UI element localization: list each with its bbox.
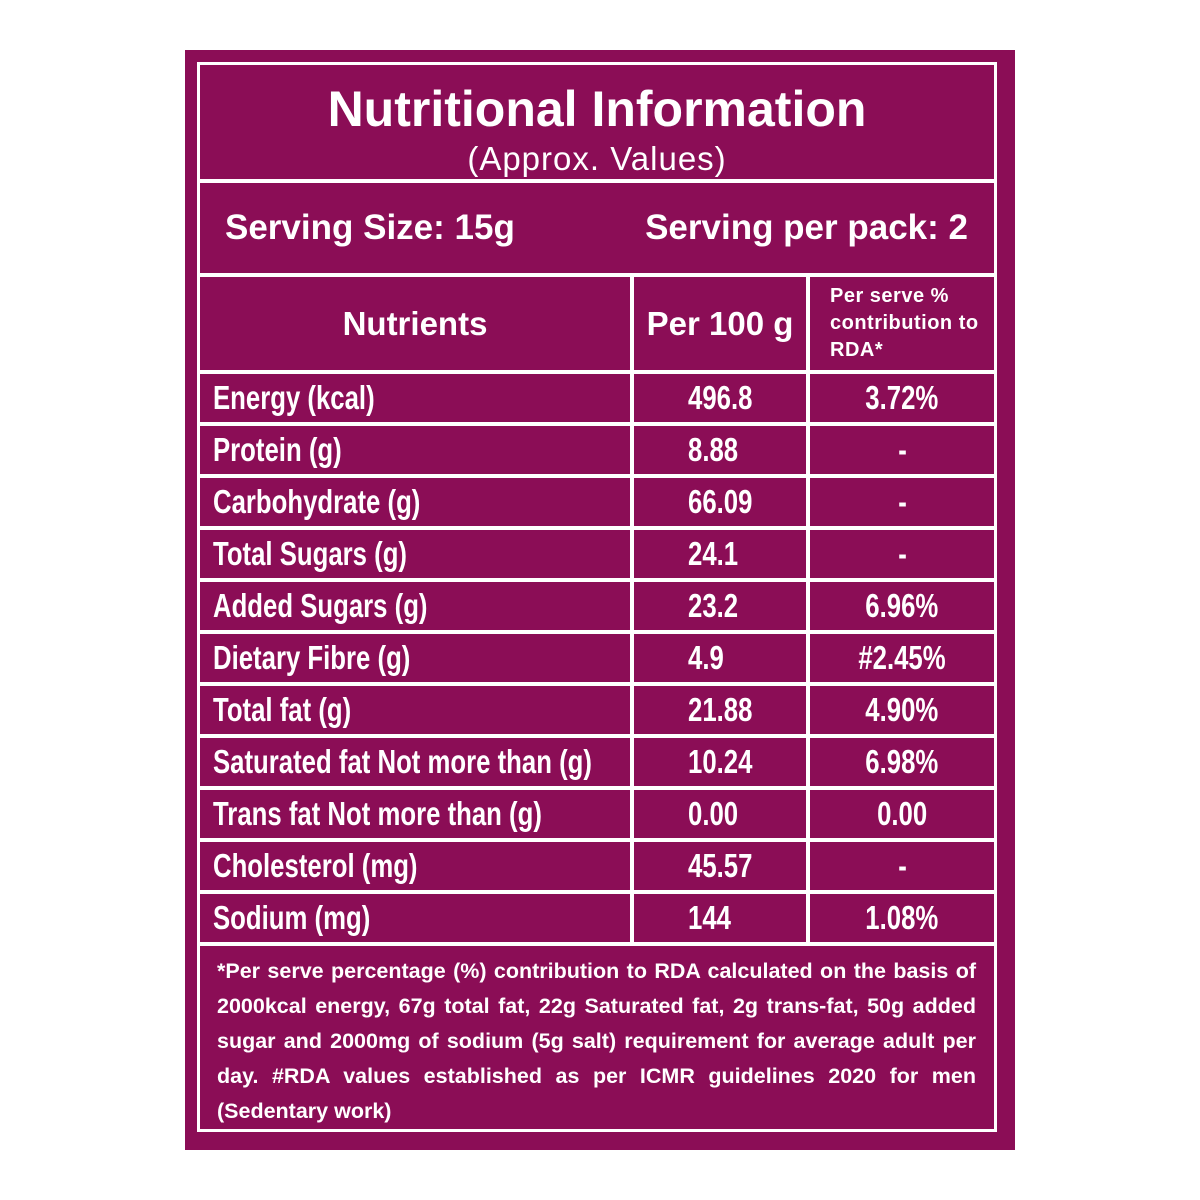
table-cell: 4.9 xyxy=(634,634,806,682)
table-cell: - xyxy=(810,426,994,474)
table-cell: - xyxy=(810,530,994,578)
table-cell: Total Sugars (g) xyxy=(200,530,630,578)
cell-text: Added Sugars (g) xyxy=(213,587,428,624)
table-cell: - xyxy=(810,478,994,526)
cell-text: Total fat (g) xyxy=(213,691,352,728)
header-cell: Per 100 g xyxy=(634,277,806,370)
cell-text: 10.24 xyxy=(688,743,753,780)
cell-text: Protein (g) xyxy=(213,431,342,468)
table-cell: Protein (g) xyxy=(200,426,630,474)
cell-text: Carbohydrate (g) xyxy=(213,483,421,520)
cell-text: Trans fat Not more than (g) xyxy=(213,795,542,832)
cell-text: 66.09 xyxy=(688,483,753,520)
cell-text: 8.88 xyxy=(688,431,739,468)
cell-text: Saturated fat Not more than (g) xyxy=(213,743,592,780)
cell-text: Energy (kcal) xyxy=(213,379,375,416)
nutrition-table: Nutrients Per 100 g Per serve % contributi… xyxy=(200,277,994,946)
cell-text: Cholesterol (mg) xyxy=(213,847,418,884)
cell-text: 4.9 xyxy=(688,639,724,676)
title-section: Nutritional Information (Approx. Values) xyxy=(200,65,994,183)
table-cell: 4.90% xyxy=(810,686,994,734)
table-cell: 144 xyxy=(634,894,806,942)
table-cell: Added Sugars (g) xyxy=(200,582,630,630)
table-cell: 8.88 xyxy=(634,426,806,474)
header-cell: Per serve % contribution to RDA* xyxy=(810,277,994,370)
table-cell: 0.00 xyxy=(634,790,806,838)
table-cell: 3.72% xyxy=(810,374,994,422)
table-cell: 496.8 xyxy=(634,374,806,422)
table-cell: Cholesterol (mg) xyxy=(200,842,630,890)
cell-text: - xyxy=(897,535,907,572)
table-cell: 6.98% xyxy=(810,738,994,786)
cell-text: #2.45% xyxy=(858,639,946,676)
cell-text: 6.98% xyxy=(865,743,939,780)
cell-text: Dietary Fibre (g) xyxy=(213,639,411,676)
cell-text: - xyxy=(897,431,907,468)
table-cell: Trans fat Not more than (g) xyxy=(200,790,630,838)
cell-text: 6.96% xyxy=(865,587,939,624)
table-cell: 45.57 xyxy=(634,842,806,890)
cell-text: 0.00 xyxy=(688,795,739,832)
cell-text: 0.00 xyxy=(876,795,928,832)
table-cell: 0.00 xyxy=(810,790,994,838)
cell-text: 45.57 xyxy=(688,847,753,884)
table-cell: 1.08% xyxy=(810,894,994,942)
table-cell: Energy (kcal) xyxy=(200,374,630,422)
cell-text: 144 xyxy=(688,899,731,936)
table-cell: Saturated fat Not more than (g) xyxy=(200,738,630,786)
table-cell: 24.1 xyxy=(634,530,806,578)
label-frame: Nutritional Information (Approx. Values)… xyxy=(197,62,997,1132)
cell-text: 1.08% xyxy=(865,899,939,936)
table-cell: - xyxy=(810,842,994,890)
cell-text: - xyxy=(897,483,907,520)
footnote: *Per serve percentage (%) contribution t… xyxy=(217,959,976,1123)
table-cell: Carbohydrate (g) xyxy=(200,478,630,526)
cell-text: 24.1 xyxy=(688,535,739,572)
title: Nutritional Information xyxy=(327,81,867,137)
cell-text: 3.72% xyxy=(865,379,939,416)
cell-text: Total Sugars (g) xyxy=(213,535,408,572)
cell-text: 4.90% xyxy=(865,691,939,728)
label-panel: Nutritional Information (Approx. Values)… xyxy=(185,50,1015,1150)
cell-text: - xyxy=(897,847,907,884)
table-cell: 23.2 xyxy=(634,582,806,630)
subtitle: (Approx. Values) xyxy=(467,140,727,177)
cell-text: 21.88 xyxy=(688,691,753,728)
serving-size: Serving Size: 15g xyxy=(225,208,515,247)
cell-text: 23.2 xyxy=(688,587,739,624)
table-cell: Total fat (g) xyxy=(200,686,630,734)
cell-text: Sodium (mg) xyxy=(213,899,371,936)
table-cell: 6.96% xyxy=(810,582,994,630)
table-cell: 21.88 xyxy=(634,686,806,734)
table-cell: 10.24 xyxy=(634,738,806,786)
table-cell: Sodium (mg) xyxy=(200,894,630,942)
header-cell: Nutrients xyxy=(200,277,630,370)
table-cell: 66.09 xyxy=(634,478,806,526)
cell-text: 496.8 xyxy=(688,379,753,416)
table-cell: #2.45% xyxy=(810,634,994,682)
serving-section: Serving Size: 15g Serving per pack: 2 xyxy=(200,183,994,277)
serving-per-pack: Serving per pack: 2 xyxy=(645,208,968,247)
table-cell: Dietary Fibre (g) xyxy=(200,634,630,682)
